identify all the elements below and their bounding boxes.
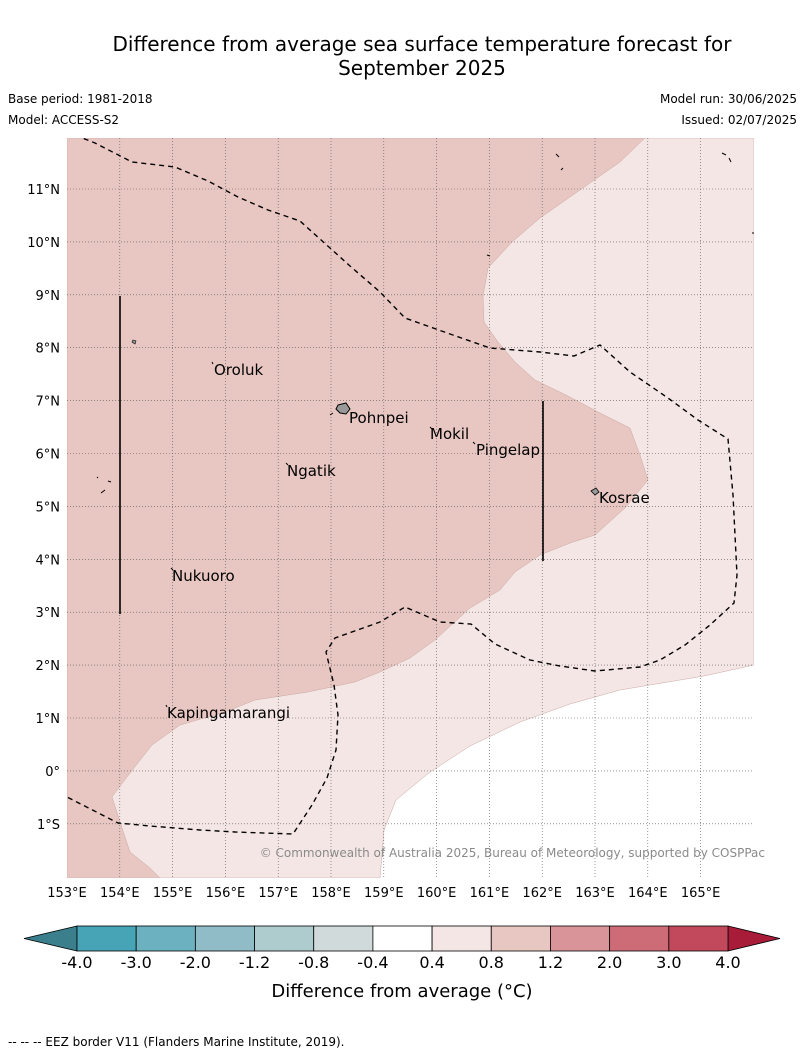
longitude-tick-label: 163°E: [575, 886, 615, 901]
base-period: Base period: 1981-2018: [8, 92, 153, 106]
latitude-tick-label: 9°N: [36, 289, 61, 304]
latitude-tick-label: 10°N: [27, 236, 60, 251]
colorbar-tick-label: 2.0: [597, 953, 622, 972]
latitude-tick-label: 1°S: [37, 818, 60, 833]
colorbar-swatch: [254, 925, 315, 952]
colorbar-tick-label: 3.0: [656, 953, 681, 972]
map-panel: [67, 138, 754, 878]
colorbar-swatch: [550, 925, 611, 952]
latitude-tick-label: 2°N: [36, 659, 61, 674]
longitude-tick-label: 154°E: [100, 886, 140, 901]
pohnpei-island-icon: [335, 402, 351, 415]
latitude-tick-label: 8°N: [36, 342, 61, 357]
minor-islets: [96, 152, 754, 708]
title-line-2: September 2025: [338, 56, 506, 80]
longitude-tick-label: 157°E: [258, 886, 298, 901]
colorbar-swatch: [609, 925, 670, 952]
latitude-tick-label: 3°N: [36, 606, 61, 621]
latitude-tick-label: 6°N: [36, 448, 61, 463]
colorbar-tick-label: 4.0: [715, 953, 740, 972]
place-label-mokil: Mokil: [430, 425, 469, 443]
longitude-tick-labels: 153°E 154°E 155°E 156°E 157°E 158°E 159°E 160°E…: [47, 886, 720, 901]
latitude-tick-label: 5°N: [36, 500, 61, 515]
footnote-eez-source: -- -- -- EEZ border V11 (Flanders Marine…: [8, 1035, 345, 1049]
colorbar-swatch: [490, 925, 551, 952]
colorbar-tick-label: 0.4: [419, 953, 444, 972]
colorbar-tick-label: -1.2: [239, 953, 270, 972]
colorbar-swatch: [135, 925, 196, 952]
eez-border-north: [67, 138, 738, 835]
longitude-tick-label: 164°E: [628, 886, 668, 901]
place-label-oroluk: Oroluk: [214, 361, 263, 379]
colorbar-swatch: [76, 925, 137, 952]
issued-date: Issued: 02/07/2025: [681, 113, 797, 127]
longitude-tick-label: 155°E: [153, 886, 193, 901]
colorbar-swatch: [668, 925, 729, 952]
latitude-tick-label: 4°N: [36, 553, 61, 568]
place-label-ngatik: Ngatik: [287, 462, 336, 480]
colorbar-tick-label: -3.0: [121, 953, 152, 972]
colorbar-swatch: [313, 925, 374, 952]
colorbar-tick-label: -0.8: [298, 953, 329, 972]
longitude-tick-label: 153°E: [47, 886, 87, 901]
model-run: Model run: 30/06/2025: [659, 92, 797, 106]
copyright-notice: © Commonwealth of Australia 2025, Bureau…: [260, 846, 765, 860]
longitude-tick-label: 160°E: [417, 886, 457, 901]
place-label-kosrae: Kosrae: [599, 489, 650, 507]
colorbar-tick-label: -0.4: [357, 953, 388, 972]
colorbar-swatch: [194, 925, 255, 952]
longitude-tick-label: 162°E: [522, 886, 562, 901]
longitude-tick-label: 159°E: [364, 886, 404, 901]
colorbar-swatch: [372, 925, 433, 952]
colorbar-tick-label: 0.8: [479, 953, 504, 972]
colorbar-swatch: [431, 925, 492, 952]
colorbar-under-triangle: [23, 925, 78, 952]
latitude-tick-label: 0°: [45, 765, 60, 780]
place-label-kapingamarangi: Kapingamarangi: [167, 704, 290, 722]
colorbar: -4.0 -3.0 -2.0 -1.2 -0.8 -0.4 0.4 0.8 1.2 2.0 3.0 4…: [23, 925, 781, 972]
longitude-tick-label: 165°E: [681, 886, 721, 901]
colorbar-tick-label: -4.0: [61, 953, 92, 972]
place-label-pingelap: Pingelap: [476, 441, 540, 459]
kosrae-island-icon: [590, 487, 600, 496]
map-title: Difference from average sea surface temp…: [40, 32, 804, 80]
colorbar-over-triangle: [727, 925, 781, 952]
band-medium-pink: [67, 138, 649, 878]
colorbar-tick-label: -2.0: [180, 953, 211, 972]
model-name: Model: ACCESS-S2: [8, 113, 120, 127]
colorbar-tick-label: 1.2: [538, 953, 563, 972]
latitude-tick-label: 1°N: [36, 712, 61, 727]
colorbar-title: Difference from average (°C): [271, 981, 532, 1002]
longitude-tick-label: 156°E: [206, 886, 246, 901]
place-label-nukuoro: Nukuoro: [172, 567, 235, 585]
island-west-icon: [131, 339, 137, 345]
latitude-tick-label: 11°N: [27, 183, 60, 198]
title-line-1: Difference from average sea surface temp…: [112, 32, 732, 56]
longitude-tick-label: 161°E: [470, 886, 510, 901]
longitude-tick-label: 158°E: [311, 886, 351, 901]
latitude-tick-labels: 11°N 10°N 9°N 8°N 7°N 6°N 5°N 4°N 3°N 2°N 1°N 0° 1°S: [27, 183, 60, 833]
place-label-pohnpei: Pohnpei: [349, 409, 409, 427]
latitude-tick-label: 7°N: [36, 395, 61, 410]
